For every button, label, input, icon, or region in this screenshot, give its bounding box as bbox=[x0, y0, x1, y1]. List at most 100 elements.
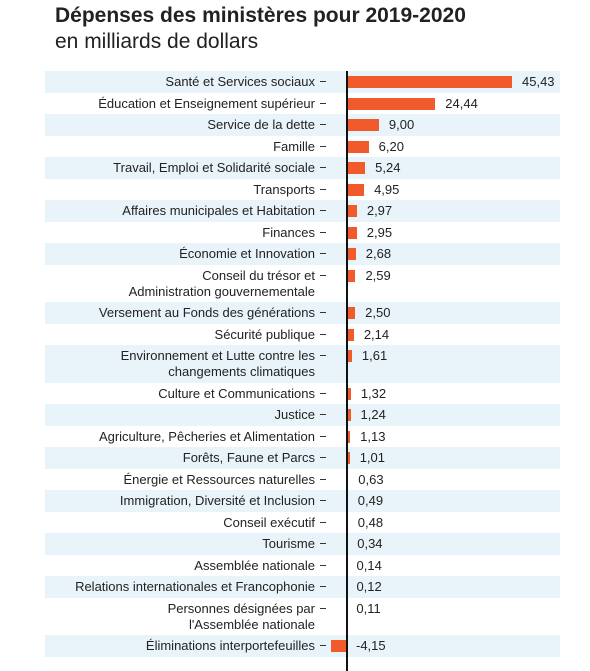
row: Personnes désignées par l'Assemblée nati… bbox=[45, 598, 560, 636]
row: Affaires municipales et Habitation 2,97 bbox=[45, 200, 560, 222]
label-dash bbox=[320, 275, 326, 276]
category-label: Énergie et Ressources naturelles bbox=[45, 472, 315, 488]
label-dash bbox=[320, 393, 326, 394]
row: Éducation et Enseignement supérieur 24,44 bbox=[45, 93, 560, 115]
category-label: Justice bbox=[45, 407, 315, 423]
row: Environnement et Lutte contre les change… bbox=[45, 345, 560, 383]
value-label: 2,50 bbox=[365, 305, 390, 321]
value-label: 1,61 bbox=[362, 348, 387, 364]
value-label: 2,59 bbox=[365, 268, 390, 284]
row: Travail, Emploi et Solidarité sociale 5,2… bbox=[45, 157, 560, 179]
value-label: 1,01 bbox=[360, 450, 385, 466]
category-label: Économie et Innovation bbox=[45, 246, 315, 262]
category-label: Agriculture, Pêcheries et Alimentation bbox=[45, 429, 315, 445]
value-label: 1,32 bbox=[361, 386, 386, 402]
category-label: Environnement et Lutte contre les change… bbox=[45, 348, 315, 380]
value-label: 5,24 bbox=[375, 160, 400, 176]
category-label: Travail, Emploi et Solidarité sociale bbox=[45, 160, 315, 176]
category-label: Transports bbox=[45, 182, 315, 198]
category-label: Sécurité publique bbox=[45, 327, 315, 343]
category-label: Famille bbox=[45, 139, 315, 155]
category-label: Conseil du trésor et Administration gouv… bbox=[45, 268, 315, 300]
bar bbox=[331, 640, 346, 652]
bar bbox=[346, 162, 365, 174]
bar bbox=[346, 98, 435, 110]
bar bbox=[346, 227, 357, 239]
category-label: Forêts, Faune et Parcs bbox=[45, 450, 315, 466]
category-label: Immigration, Diversité et Inclusion bbox=[45, 493, 315, 509]
category-label: Éliminations interportefeuilles bbox=[45, 638, 315, 654]
chart-subtitle: en milliards de dollars bbox=[55, 30, 258, 54]
category-label: Santé et Services sociaux bbox=[45, 74, 315, 90]
zero-axis bbox=[346, 71, 348, 671]
label-dash bbox=[320, 232, 326, 233]
category-label: Relations internationales et Francophoni… bbox=[45, 579, 315, 595]
label-dash bbox=[320, 189, 326, 190]
value-label: 6,20 bbox=[379, 139, 404, 155]
category-label: Affaires municipales et Habitation bbox=[45, 203, 315, 219]
label-dash bbox=[320, 608, 326, 609]
value-label: 0,48 bbox=[358, 515, 383, 531]
bar bbox=[346, 119, 379, 131]
label-dash bbox=[320, 522, 326, 523]
label-dash bbox=[320, 210, 326, 211]
label-dash bbox=[320, 414, 326, 415]
row: Relations internationales et Francophoni… bbox=[45, 576, 560, 598]
value-label: -4,15 bbox=[356, 638, 386, 654]
row: Forêts, Faune et Parcs 1,01 bbox=[45, 447, 560, 469]
category-label: Éducation et Enseignement supérieur bbox=[45, 96, 315, 112]
value-label: 2,14 bbox=[364, 327, 389, 343]
category-label: Culture et Communications bbox=[45, 386, 315, 402]
category-label: Versement au Fonds des générations bbox=[45, 305, 315, 321]
label-dash bbox=[320, 500, 326, 501]
value-label: 9,00 bbox=[389, 117, 414, 133]
category-label: Assemblée nationale bbox=[45, 558, 315, 574]
value-label: 0,63 bbox=[358, 472, 383, 488]
label-dash bbox=[320, 586, 326, 587]
label-dash bbox=[320, 457, 326, 458]
value-label: 0,49 bbox=[358, 493, 383, 509]
row: Finances 2,95 bbox=[45, 222, 560, 244]
value-label: 2,97 bbox=[367, 203, 392, 219]
row: Économie et Innovation 2,68 bbox=[45, 243, 560, 265]
chart-title: Dépenses des ministères pour 2019-2020 bbox=[55, 4, 466, 28]
category-label: Personnes désignées par l'Assemblée nati… bbox=[45, 601, 315, 633]
row: Justice 1,24 bbox=[45, 404, 560, 426]
row: Immigration, Diversité et Inclusion 0,49 bbox=[45, 490, 560, 512]
value-label: 2,95 bbox=[367, 225, 392, 241]
label-dash bbox=[320, 645, 326, 646]
row: Éliminations interportefeuilles -4,15 bbox=[45, 635, 560, 657]
bar bbox=[346, 76, 512, 88]
row: Famille 6,20 bbox=[45, 136, 560, 158]
label-dash bbox=[320, 103, 326, 104]
bar bbox=[346, 205, 357, 217]
label-dash bbox=[320, 479, 326, 480]
value-label: 4,95 bbox=[374, 182, 399, 198]
row: Sécurité publique 2,14 bbox=[45, 324, 560, 346]
category-label: Tourisme bbox=[45, 536, 315, 552]
row: Culture et Communications 1,32 bbox=[45, 383, 560, 405]
value-label: 0,34 bbox=[357, 536, 382, 552]
value-label: 0,12 bbox=[356, 579, 381, 595]
value-label: 0,11 bbox=[356, 601, 380, 617]
page: Dépenses des ministères pour 2019-2020 e… bbox=[0, 0, 590, 654]
row: Conseil du trésor et Administration gouv… bbox=[45, 265, 560, 303]
value-label: 1,24 bbox=[361, 407, 386, 423]
label-dash bbox=[320, 146, 326, 147]
value-label: 2,68 bbox=[366, 246, 391, 262]
value-label: 1,13 bbox=[360, 429, 385, 445]
label-dash bbox=[320, 436, 326, 437]
label-dash bbox=[320, 334, 326, 335]
label-dash bbox=[320, 312, 326, 313]
category-label: Finances bbox=[45, 225, 315, 241]
label-dash bbox=[320, 565, 326, 566]
row: Versement au Fonds des générations 2,50 bbox=[45, 302, 560, 324]
label-dash bbox=[320, 253, 326, 254]
label-dash bbox=[320, 124, 326, 125]
label-dash bbox=[320, 355, 326, 356]
row: Agriculture, Pêcheries et Alimentation 1,… bbox=[45, 426, 560, 448]
value-label: 24,44 bbox=[445, 96, 478, 112]
